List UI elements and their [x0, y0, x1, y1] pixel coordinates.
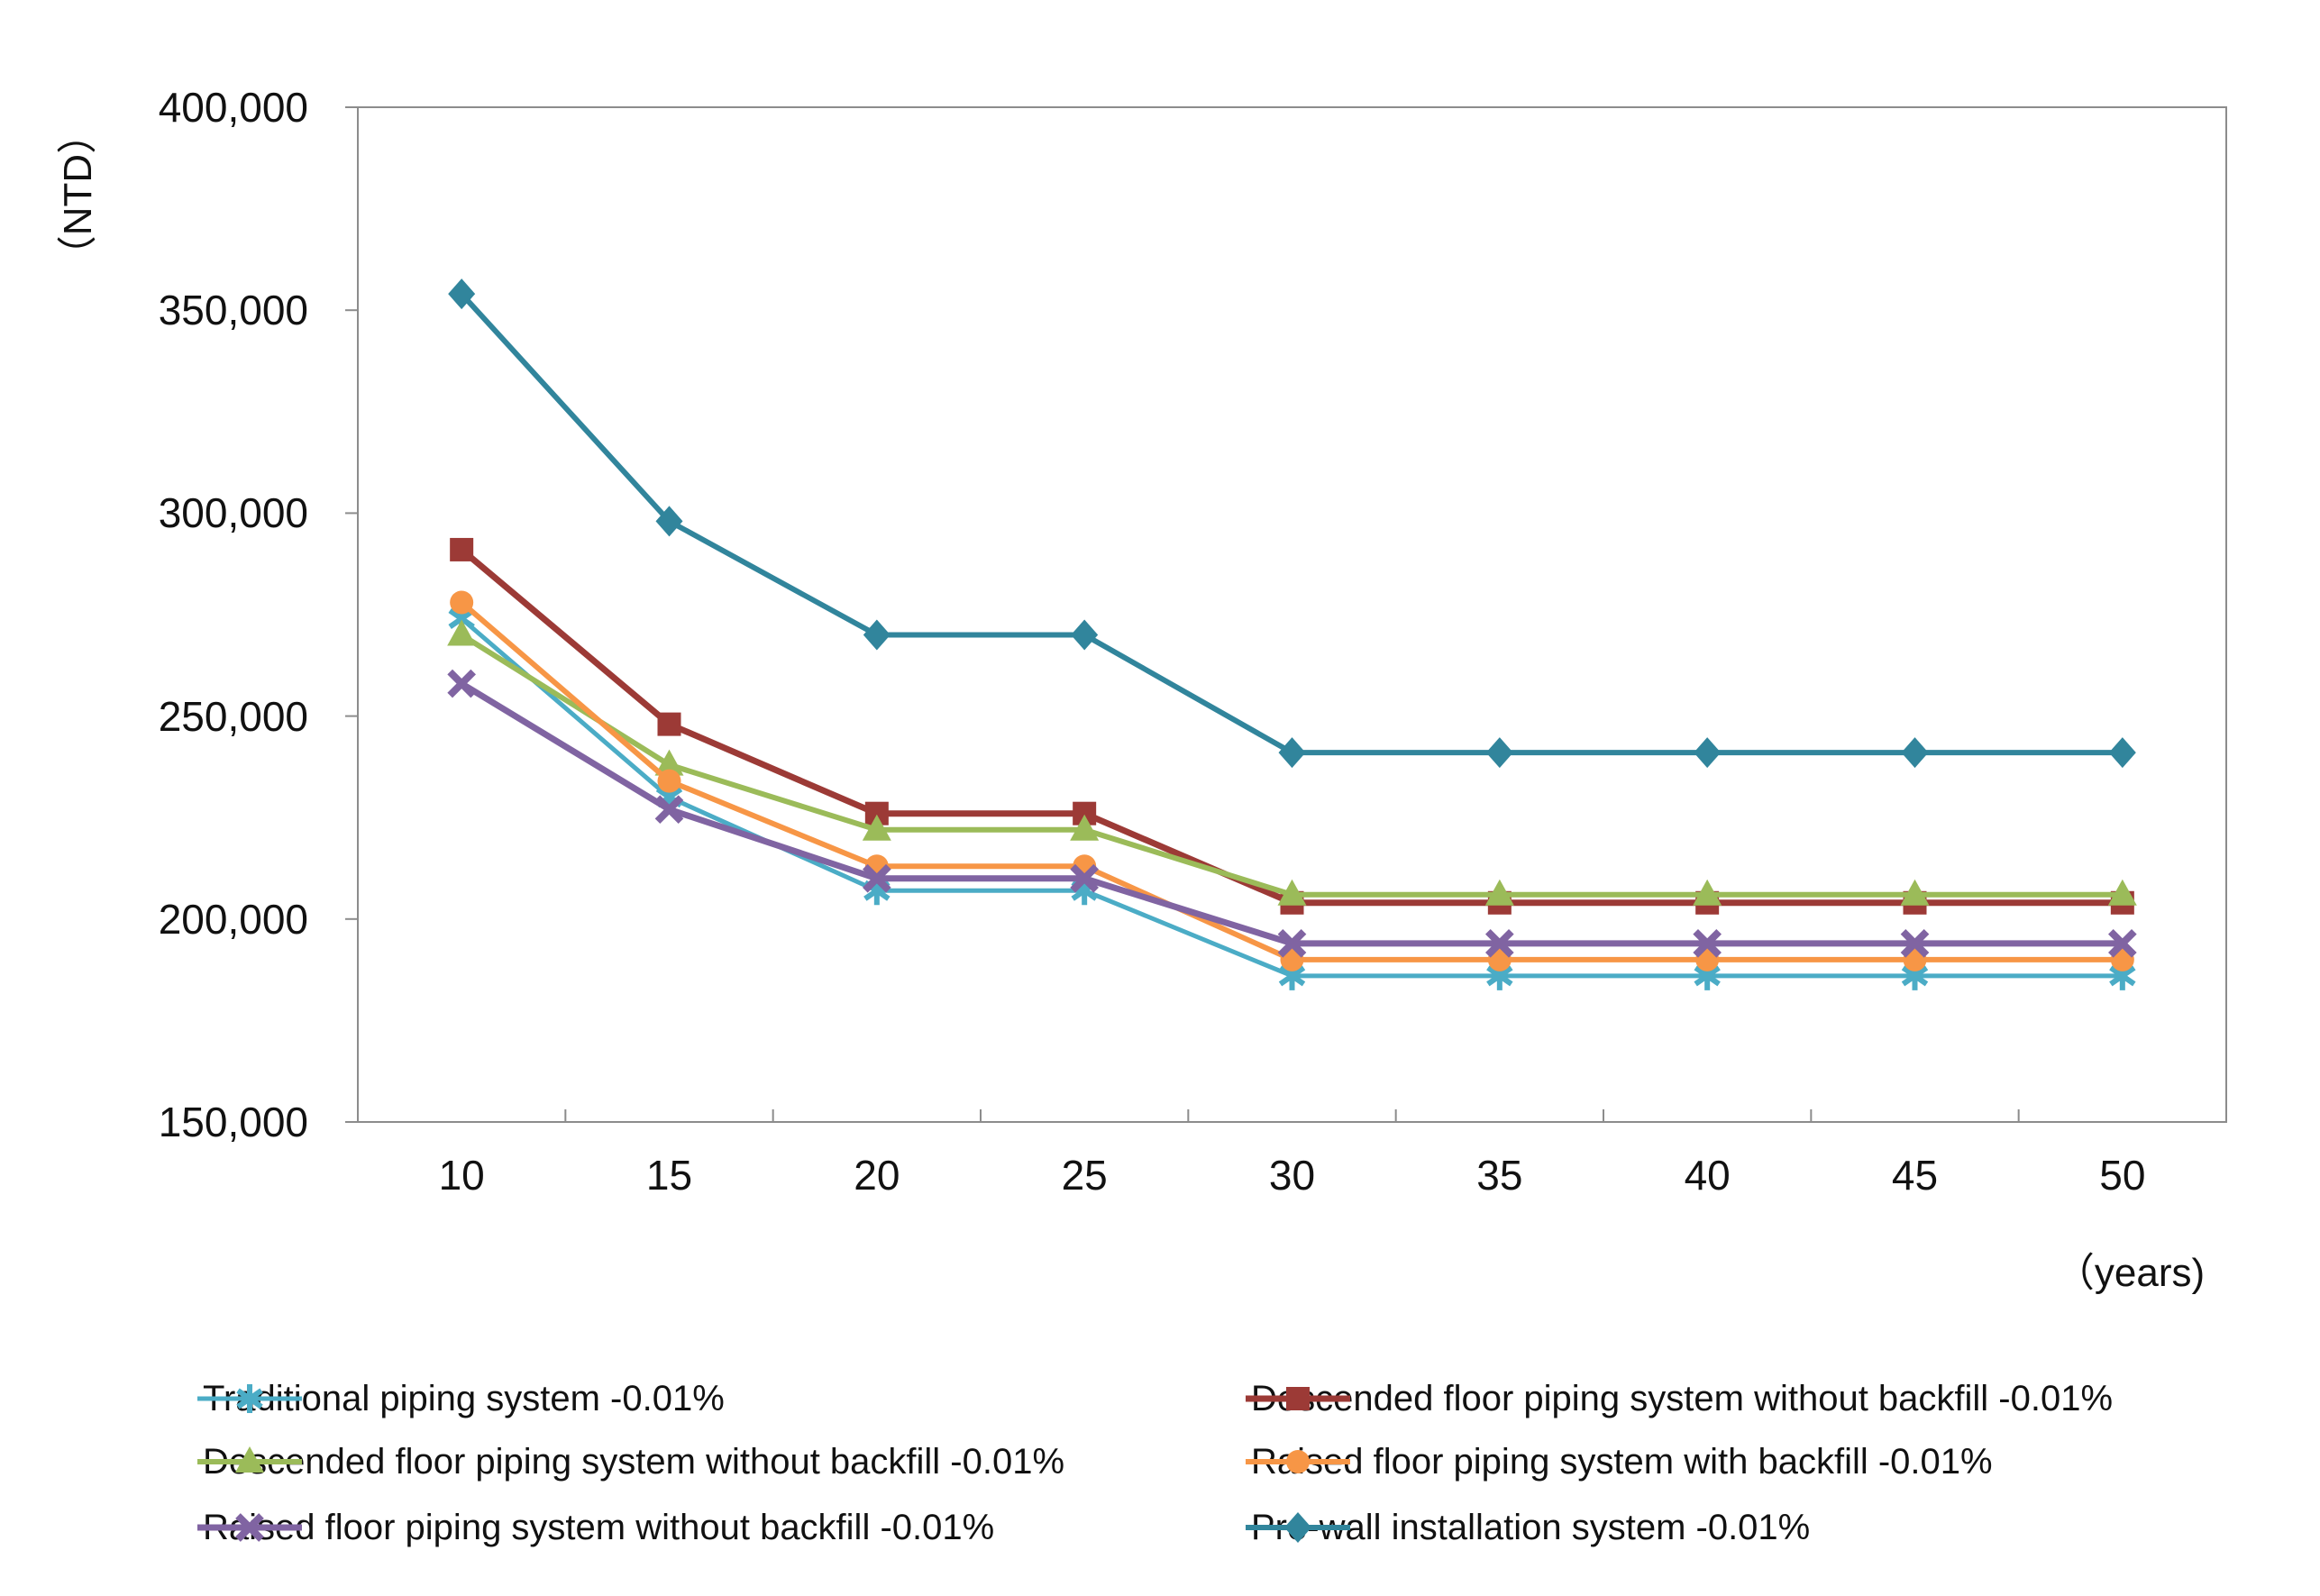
x-marker [2108, 928, 2137, 958]
x-axis-tick-label: 50 [2099, 1152, 2146, 1199]
triangle-marker [862, 814, 891, 841]
square-marker [657, 712, 681, 736]
triangle-marker [1484, 879, 1514, 906]
asterisk-marker [236, 1384, 263, 1413]
x-marker [654, 795, 684, 825]
series-0 [448, 604, 2136, 990]
diamond-marker [1284, 1512, 1311, 1543]
diamond-marker [1694, 737, 1722, 769]
x-axis-tick-label: 15 [645, 1152, 693, 1199]
triangle-marker [1693, 879, 1722, 906]
legend-item: Descended floor piping system without ba… [1244, 1375, 2113, 1422]
legend-item: Traditional piping system -0.01% [196, 1375, 725, 1422]
diamond-marker [1485, 737, 1513, 769]
y-axis-tick-label: 150,000 [158, 1099, 308, 1145]
legend-swatch-square [1246, 1387, 1350, 1410]
legend-item: Raised floor piping system without backf… [196, 1504, 994, 1551]
x-marker [1693, 928, 1722, 958]
triangle-marker [1277, 879, 1307, 906]
legend-label: Raised floor piping system with backfill… [1251, 1441, 1993, 1482]
series-1 [450, 537, 2134, 915]
x-axis-tick-label: 45 [1891, 1152, 1939, 1199]
circle-marker [450, 590, 474, 615]
x-marker [235, 1513, 264, 1542]
legend-swatch-diamond [1246, 1512, 1350, 1543]
diamond-marker [1071, 619, 1099, 651]
plot-border [357, 106, 2227, 1123]
series-line [459, 292, 2123, 756]
diamond-marker [2108, 737, 2136, 769]
triangle-marker [654, 749, 684, 776]
legend-item: Raised floor piping system with backfill… [1244, 1438, 1993, 1485]
legend-item: Descended floor piping system without ba… [196, 1438, 1064, 1485]
x-marker [1070, 863, 1099, 893]
diamond-marker [1278, 737, 1306, 769]
x-axis-tick-label: 35 [1476, 1152, 1523, 1199]
circle-marker [657, 769, 681, 793]
legend-label: Descended floor piping system without ba… [1251, 1378, 2114, 1418]
legend-swatch-x [197, 1513, 302, 1542]
x-axis-title: （years) [2054, 1251, 2206, 1295]
x-axis-tick-label: 40 [1684, 1152, 1731, 1199]
circle-marker [1286, 1450, 1310, 1473]
series-line [459, 547, 2123, 907]
x-marker [863, 863, 891, 893]
diamond-marker [448, 278, 476, 310]
triangle-marker [447, 619, 477, 646]
triangle-marker [1900, 879, 1930, 906]
x-marker [1277, 928, 1307, 958]
y-axis-tick-label: 350,000 [158, 287, 308, 334]
triangle-marker [1070, 814, 1100, 841]
y-axis-tick-label: 300,000 [158, 489, 308, 537]
y-axis-tick-label: 200,000 [158, 895, 308, 943]
x-axis-tick-label: 25 [1061, 1152, 1108, 1199]
legend-swatch-triangle [197, 1446, 302, 1473]
triangle-marker [2107, 879, 2137, 906]
x-axis-tick-label: 30 [1268, 1152, 1316, 1199]
diamond-marker [1901, 737, 1929, 769]
series-4 [447, 669, 2137, 958]
legend-swatch-circle [1246, 1450, 1350, 1473]
legend-item: Pre-wall installation system -0.01% [1244, 1504, 1810, 1551]
legend-label: Descended floor piping system without ba… [203, 1441, 1065, 1482]
triangle-marker [235, 1446, 264, 1473]
diamond-marker [863, 619, 891, 651]
x-axis-tick-label: 20 [854, 1152, 900, 1199]
y-axis-tick-label: 400,000 [158, 84, 308, 131]
legend-swatch-asterisk [197, 1384, 302, 1413]
legend-label: Raised floor piping system without backf… [203, 1507, 995, 1547]
square-marker [1286, 1387, 1310, 1410]
x-marker [1900, 928, 1930, 958]
y-axis-tick-label: 250,000 [158, 692, 308, 740]
x-marker [447, 669, 476, 698]
x-axis-tick-label: 10 [438, 1152, 485, 1199]
square-marker [450, 537, 474, 561]
x-marker [1485, 928, 1514, 958]
diamond-marker [655, 506, 683, 537]
series-5 [448, 278, 2136, 769]
series-2 [447, 619, 2137, 906]
